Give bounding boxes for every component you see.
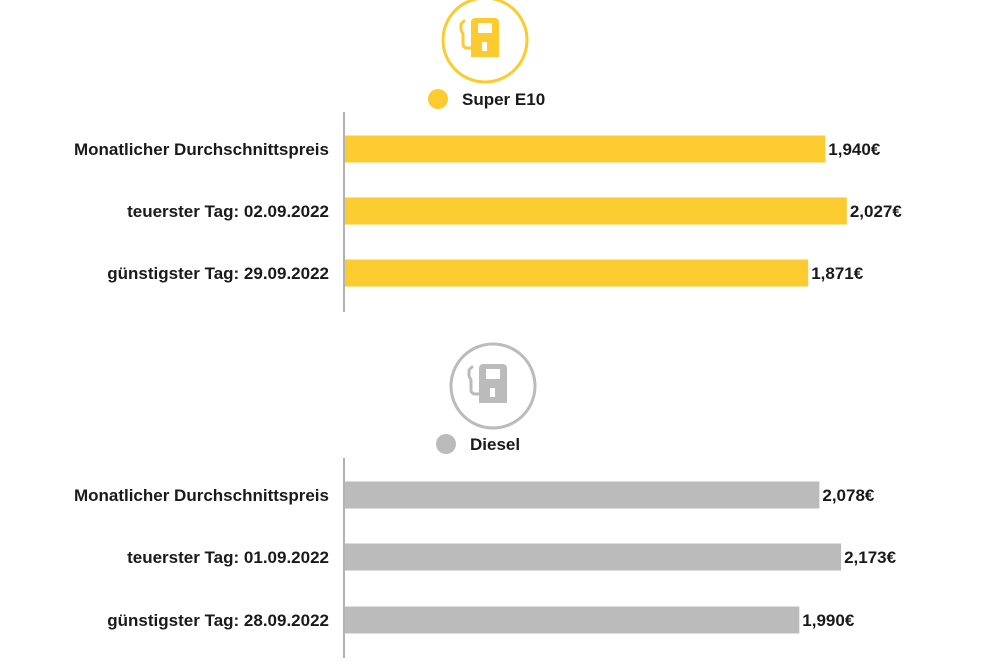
icon-circle [441, 0, 529, 84]
pump-hose [467, 365, 481, 396]
pump-window [490, 388, 495, 397]
legend-marker [436, 434, 456, 454]
data-label: 2,078€ [822, 486, 875, 505]
data-label: 1,940€ [828, 140, 881, 159]
panel-super-e10: Super E10 Monatlicher Durchschnittspreis 1… [74, 0, 902, 312]
category-label: teuerster Tag: 01.09.2022 [127, 548, 329, 567]
category-label: Monatlicher Durchschnittspreis [74, 486, 329, 505]
category-label: günstigster Tag: 28.09.2022 [107, 611, 329, 630]
pump-hose [459, 19, 473, 50]
bar [345, 135, 826, 163]
legend-label: Diesel [470, 435, 520, 454]
category-label: teuerster Tag: 02.09.2022 [127, 202, 329, 221]
data-label: 1,990€ [802, 611, 855, 630]
panel-diesel: Diesel Monatlicher Durchschnittspreis 2,07… [74, 342, 897, 658]
bar [345, 197, 847, 225]
category-label: günstigster Tag: 29.09.2022 [107, 264, 329, 283]
pump-body [479, 364, 507, 403]
category-label: Monatlicher Durchschnittspreis [74, 140, 329, 159]
bar [345, 481, 820, 509]
bar [345, 543, 842, 571]
legend-label: Super E10 [462, 90, 545, 109]
fuel-pump-icon [449, 342, 537, 430]
bar [345, 259, 809, 287]
data-label: 1,871€ [811, 264, 864, 283]
icon-circle [449, 342, 537, 430]
pump-window [482, 42, 487, 51]
pump-body [471, 18, 499, 57]
data-label: 2,027€ [850, 202, 903, 221]
bar [345, 606, 800, 634]
data-label: 2,173€ [844, 548, 897, 567]
fuel-pump-icon [441, 0, 529, 84]
legend-marker [428, 89, 448, 109]
